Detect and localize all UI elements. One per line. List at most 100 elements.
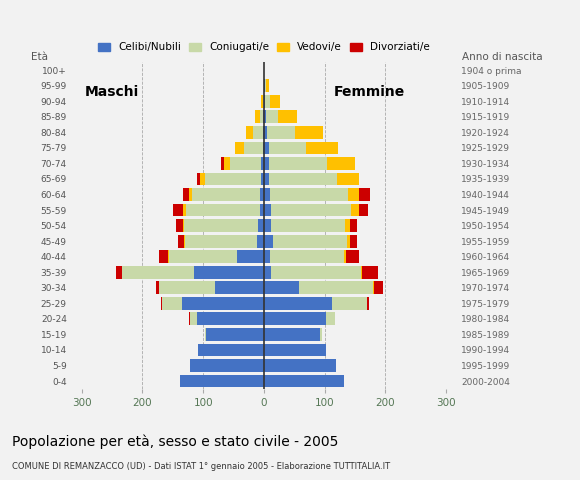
Bar	[190, 359, 264, 372]
Bar	[183, 204, 186, 216]
Bar	[373, 281, 374, 294]
Bar	[177, 235, 184, 248]
Bar	[186, 204, 260, 216]
Bar	[122, 266, 194, 278]
Bar	[183, 188, 188, 201]
Bar	[362, 266, 378, 278]
Bar	[361, 266, 362, 278]
Bar	[271, 266, 361, 278]
Text: Età: Età	[31, 52, 48, 62]
Bar	[263, 126, 264, 139]
Bar	[367, 297, 369, 310]
Bar	[264, 359, 336, 372]
Bar	[264, 157, 269, 170]
Bar	[269, 173, 337, 185]
Bar	[262, 95, 263, 108]
Bar	[266, 110, 278, 123]
Text: Maschi: Maschi	[85, 85, 139, 99]
Bar	[237, 250, 264, 263]
Bar	[270, 95, 280, 108]
Bar	[358, 188, 369, 201]
Bar	[345, 219, 350, 232]
Bar	[264, 126, 267, 139]
Bar	[270, 250, 344, 263]
Bar	[278, 110, 298, 123]
Bar	[176, 219, 183, 232]
Bar	[358, 204, 368, 216]
Bar	[255, 110, 260, 123]
Bar	[173, 204, 183, 216]
Bar	[191, 188, 260, 201]
Bar	[269, 142, 306, 154]
Bar	[264, 266, 271, 278]
Bar	[273, 235, 347, 248]
Bar	[267, 126, 295, 139]
Bar	[264, 250, 270, 263]
Bar	[270, 188, 347, 201]
Bar	[168, 250, 169, 263]
Bar	[350, 235, 357, 248]
Bar	[374, 281, 383, 294]
Bar	[189, 312, 190, 325]
Bar	[161, 297, 162, 310]
Bar	[266, 79, 269, 92]
Bar	[346, 250, 359, 263]
Bar	[264, 95, 265, 108]
Bar	[253, 126, 263, 139]
Bar	[299, 281, 373, 294]
Bar	[265, 95, 270, 108]
Bar	[184, 235, 185, 248]
Bar	[264, 142, 269, 154]
Bar	[169, 250, 237, 263]
Bar	[159, 250, 168, 263]
Bar	[263, 95, 264, 108]
Bar	[188, 188, 191, 201]
Bar	[206, 328, 264, 341]
Bar	[260, 188, 264, 201]
Bar	[264, 312, 326, 325]
Bar	[180, 375, 264, 387]
Bar	[256, 235, 264, 248]
Bar	[260, 204, 264, 216]
Bar	[271, 219, 345, 232]
Bar	[194, 266, 264, 278]
Bar	[264, 281, 299, 294]
Bar	[117, 266, 122, 278]
Bar	[224, 157, 230, 170]
Bar	[157, 281, 160, 294]
Bar	[221, 157, 224, 170]
Bar	[320, 328, 321, 341]
Bar	[185, 235, 256, 248]
Bar	[197, 173, 200, 185]
Bar	[198, 344, 264, 356]
Bar	[190, 312, 197, 325]
Bar	[350, 219, 357, 232]
Bar	[264, 79, 265, 92]
Text: COMUNE DI REMANZACCO (UD) - Dati ISTAT 1° gennaio 2005 - Elaborazione TUTTITALIA: COMUNE DI REMANZACCO (UD) - Dati ISTAT 1…	[12, 462, 390, 471]
Bar	[306, 142, 338, 154]
Bar	[351, 204, 358, 216]
Bar	[246, 126, 253, 139]
Bar	[337, 173, 358, 185]
Bar	[183, 219, 184, 232]
Bar	[347, 188, 358, 201]
Bar	[269, 157, 327, 170]
Bar	[264, 173, 269, 185]
Bar	[205, 328, 206, 341]
Bar	[332, 297, 367, 310]
Bar	[205, 173, 261, 185]
Bar	[160, 281, 215, 294]
Text: Popolazione per età, sesso e stato civile - 2005: Popolazione per età, sesso e stato civil…	[12, 434, 338, 449]
Bar	[344, 250, 346, 263]
Bar	[263, 142, 264, 154]
Bar	[264, 219, 271, 232]
Bar	[200, 173, 205, 185]
Bar	[182, 297, 264, 310]
Bar	[244, 142, 263, 154]
Bar	[264, 110, 266, 123]
Bar	[215, 281, 264, 294]
Bar	[327, 157, 355, 170]
Bar	[162, 297, 182, 310]
Bar	[326, 312, 335, 325]
Bar	[230, 157, 262, 170]
